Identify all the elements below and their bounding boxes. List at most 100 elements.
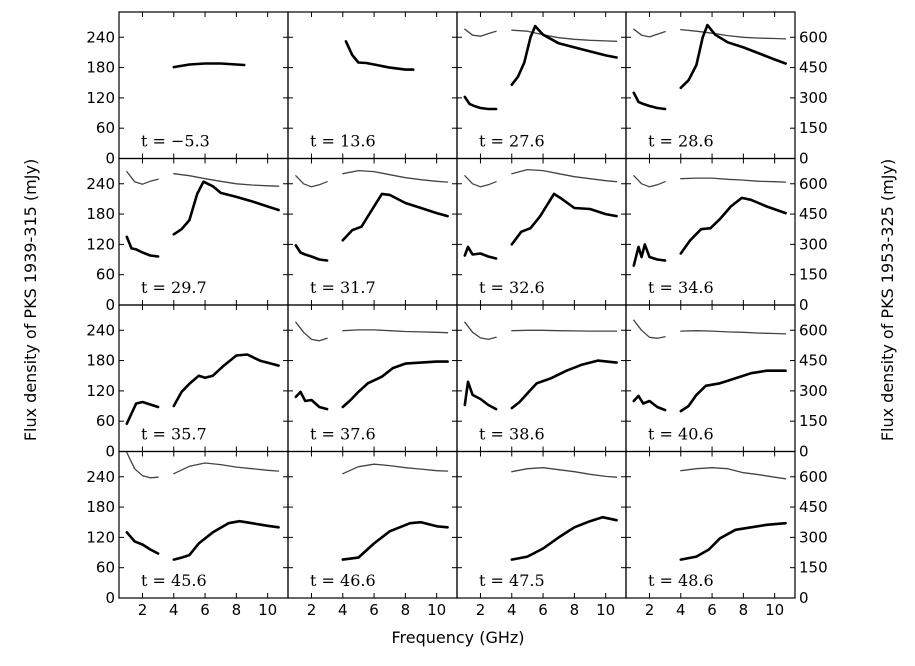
ref-series-line [173,173,280,187]
x-tick-label: 10 [427,601,446,619]
panel-7: t = 32.6 [456,157,627,306]
main-series-line [679,521,787,561]
main-series-line [172,353,280,408]
y-right-tick-label: 0 [799,150,809,168]
x-tick-label: 10 [765,601,784,619]
y-right-tick-label: 0 [799,589,809,607]
ref-series-line [464,175,497,188]
y-right-tick-label: 450 [799,205,828,223]
x-tick-label: 8 [401,601,411,619]
panel-8: 0 150 300 450 600 t = 34.6 [625,157,828,314]
y-right-tick-label: 150 [799,412,828,430]
x-tick-label: 10 [596,601,615,619]
main-series-line [679,369,787,413]
y-left-tick-label: 60 [96,266,115,284]
time-label: t = 28.6 [648,132,714,151]
main-series-line [125,235,160,258]
main-series-line [344,40,415,71]
x-tick-label: 6 [538,601,548,619]
y-right-tick-label: 300 [799,382,828,400]
main-series-line [463,380,498,411]
panel-13: 2 4 6 8 10 0 60 120 180 240 t = 45.6 [86,450,289,619]
y-left-tick-label: 60 [96,412,115,430]
panel-15: 2 4 6 8 10 t = 47.5 [456,450,627,619]
main-series-line [125,400,160,425]
time-label: t = 13.6 [310,132,376,151]
panel-11: t = 38.6 [456,304,627,453]
y-left-tick-label: 240 [86,468,115,486]
time-label: t = 38.6 [479,425,545,444]
y-left-tick-label: 0 [105,150,115,168]
panel-6: t = 31.7 [287,157,458,306]
time-label: t = 37.6 [310,425,376,444]
main-series-line [679,23,787,90]
x-tick-label: 8 [570,601,580,619]
ref-series-line [511,29,618,42]
panel-4: 0 150 300 450 600 t = 28.6 [625,11,828,168]
y-left-tick-label: 240 [86,175,115,193]
y-axis-title-right: Flux density of PKS 1953-325 (mJy) [878,159,897,441]
ref-series-line [295,321,328,342]
main-series-line [172,519,280,561]
panel-14: 2 4 6 8 10 t = 46.6 [287,450,458,619]
x-tick-label: 2 [138,601,148,619]
x-tick-label: 4 [338,601,348,619]
y-axis-title-left: Flux density of PKS 1939-315 (mJy) [21,159,40,441]
ref-series-line [633,28,666,38]
main-series-line [341,360,449,409]
x-tick-label: 6 [200,601,210,619]
ref-series-line [126,451,159,479]
ref-series-line [295,175,328,188]
y-left-tick-label: 120 [86,235,115,253]
x-tick-label: 2 [476,601,486,619]
y-left-tick-label: 180 [86,59,115,77]
panel-12: 0 150 300 450 600 t = 40.6 [625,304,828,461]
y-left-tick-label: 120 [86,528,115,546]
main-series-line [632,91,667,111]
y-left-tick-label: 240 [86,321,115,339]
ref-series-line [342,169,449,183]
y-left-tick-label: 0 [105,443,115,461]
y-right-tick-label: 600 [799,468,828,486]
y-left-tick-label: 60 [96,119,115,137]
x-tick-label: 4 [676,601,686,619]
main-series-line [172,62,246,69]
main-series-line [463,245,498,260]
panel-1: 0 60 120 180 240 t = −5.3 [86,11,289,168]
y-left-tick-label: 60 [96,559,115,577]
time-label: t = 35.7 [141,425,207,444]
y-right-tick-label: 0 [799,443,809,461]
time-label: t = 47.5 [479,571,545,590]
main-series-line [632,243,667,267]
ref-series-line [511,467,618,478]
y-right-tick-label: 150 [799,559,828,577]
y-right-tick-label: 300 [799,235,828,253]
y-right-tick-label: 150 [799,266,828,284]
x-tick-label: 2 [645,601,655,619]
time-label: t = 31.7 [310,278,376,297]
y-right-tick-label: 600 [799,175,828,193]
main-series-line [172,180,280,236]
panel-frame [625,450,796,599]
x-tick-label: 6 [707,601,717,619]
ref-series-line [464,321,497,341]
x-tick-label: 8 [739,601,749,619]
y-left-tick-label: 120 [86,382,115,400]
time-label: t = 40.6 [648,425,714,444]
x-tick-label: 8 [232,601,242,619]
y-left-tick-label: 240 [86,28,115,46]
ref-series-line [680,28,787,40]
ref-series-line [680,330,787,335]
panel-3: t = 27.6 [456,11,627,160]
y-left-tick-label: 180 [86,205,115,223]
main-series-line [510,24,618,86]
y-right-tick-label: 450 [799,59,828,77]
ref-series-line [511,168,618,183]
time-label: t = 29.7 [141,278,207,297]
main-series-line [510,515,618,561]
panel-5: 0 60 120 180 240 t = 29.7 [86,157,289,314]
main-series-line [294,244,329,262]
time-label: t = 27.6 [479,132,545,151]
